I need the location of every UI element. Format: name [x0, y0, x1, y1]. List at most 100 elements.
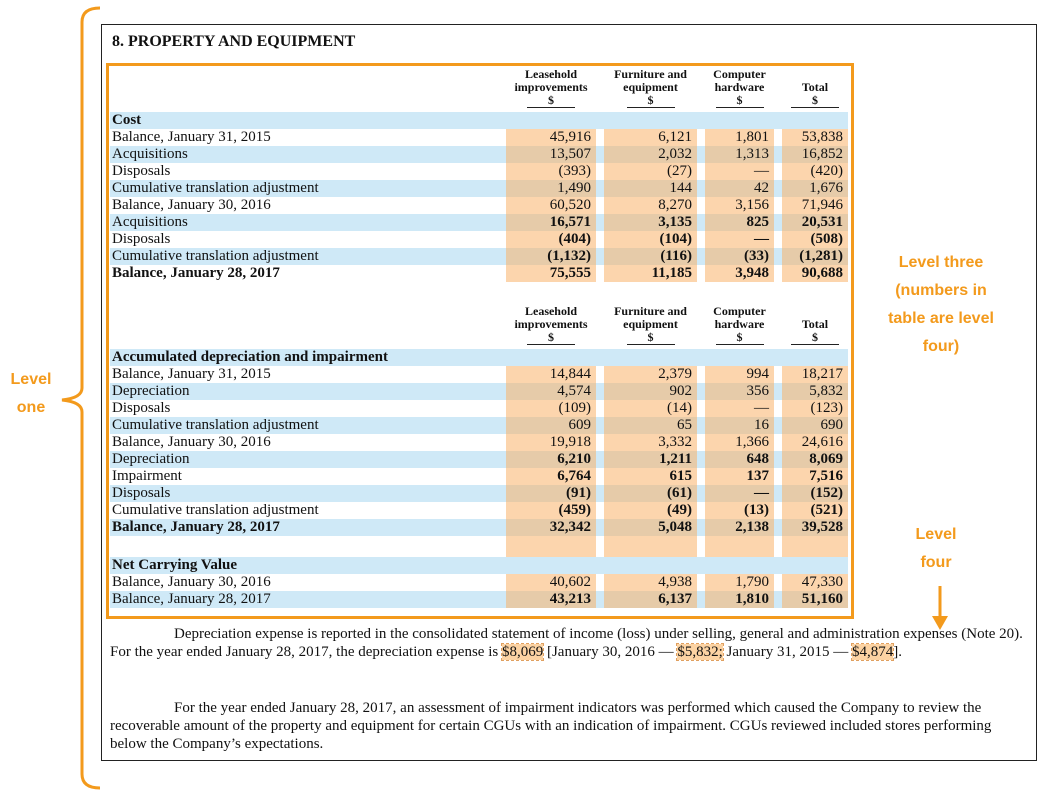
value: 8,270 — [658, 197, 692, 213]
value-cell — [782, 502, 848, 519]
value: 32,342 — [549, 519, 591, 535]
value-cell — [506, 574, 596, 591]
value: 5,832 — [809, 383, 843, 399]
value-cell — [506, 451, 596, 468]
value: 13,507 — [549, 146, 591, 162]
value: (508) — [810, 231, 844, 247]
value: 690 — [820, 417, 844, 433]
column-name: Furniture and equipment — [614, 304, 687, 331]
column-unit: $ — [527, 331, 575, 345]
value-cell — [705, 214, 774, 231]
value-cell — [604, 231, 697, 248]
value-cell — [705, 197, 774, 214]
value-cell — [782, 129, 848, 146]
value-cell — [782, 468, 848, 485]
value-cell — [782, 180, 848, 197]
section-title: 8. PROPERTY AND EQUIPMENT — [112, 33, 356, 50]
value-cell — [705, 519, 774, 536]
row-label: Balance, January 28, 2017 — [112, 519, 280, 535]
value-cell — [604, 248, 697, 265]
value-cell — [782, 519, 848, 536]
value-cell — [506, 231, 596, 248]
value: 994 — [746, 366, 770, 382]
value: 39,528 — [801, 519, 843, 535]
column-name: Leasehold improvements — [514, 304, 588, 331]
column-name: Computer hardware — [713, 304, 766, 331]
value-cell — [604, 434, 697, 451]
paragraph: Depreciation expense is reported in the … — [110, 625, 1030, 661]
value-cell — [782, 265, 848, 282]
value-cell — [604, 574, 697, 591]
column-unit: $ — [626, 94, 675, 108]
value: 18,217 — [801, 366, 843, 382]
value-cell — [604, 180, 697, 197]
value: (14) — [667, 400, 692, 416]
value: (104) — [659, 231, 693, 247]
value: 1,790 — [735, 574, 769, 590]
text: ]. — [893, 644, 902, 660]
column-header: Total $ — [778, 305, 852, 345]
highlighted-value: $8,069 — [500, 643, 545, 661]
value-cell — [506, 502, 596, 519]
column-name: Total — [801, 317, 829, 331]
row-label: Balance, January 28, 2017 — [112, 265, 280, 281]
value: 1,366 — [735, 434, 769, 450]
row-label: Cumulative translation adjustment — [112, 502, 319, 518]
value-cell — [506, 485, 596, 502]
value-cell — [705, 451, 774, 468]
column-tint — [705, 536, 774, 557]
value: 615 — [669, 468, 693, 484]
value-cell — [506, 248, 596, 265]
value: 8,069 — [809, 451, 843, 467]
row-label: Balance, January 28, 2017 — [112, 591, 271, 607]
row-label: Depreciation — [112, 451, 190, 467]
column-unit: $ — [626, 331, 675, 345]
value: 1,313 — [735, 146, 769, 162]
value-cell — [705, 248, 774, 265]
value-cell — [782, 400, 848, 417]
value: (116) — [660, 248, 692, 264]
level-one-label: Level one — [10, 371, 52, 416]
value-cell — [506, 265, 596, 282]
value: 2,379 — [658, 366, 692, 382]
value: 1,801 — [735, 129, 769, 145]
value: 609 — [568, 417, 592, 433]
row-label: Cumulative translation adjustment — [112, 248, 319, 264]
value: 40,602 — [549, 574, 591, 590]
value-cell — [506, 180, 596, 197]
value: 902 — [669, 383, 693, 399]
value: — — [754, 231, 769, 247]
text: Depreciation expense is reported in the … — [110, 626, 1023, 660]
value-cell — [506, 366, 596, 383]
value-cell — [604, 468, 697, 485]
value-cell — [506, 400, 596, 417]
row-label: Acquisitions — [112, 146, 188, 162]
value: (109) — [558, 400, 592, 416]
level-four-arrowhead — [932, 616, 948, 630]
value-cell — [705, 265, 774, 282]
row-label: Balance, January 30, 2016 — [112, 197, 271, 213]
value: (27) — [667, 163, 692, 179]
row-label: Balance, January 31, 2015 — [112, 129, 271, 145]
value-cell — [782, 591, 848, 608]
value-cell — [705, 591, 774, 608]
value: (49) — [667, 502, 692, 518]
value: 1,490 — [557, 180, 591, 196]
value-cell — [782, 366, 848, 383]
value: 20,531 — [801, 214, 843, 230]
value-cell — [604, 163, 697, 180]
level-one-bracket — [61, 6, 101, 790]
value-cell — [782, 214, 848, 231]
column-header: Computer hardware $ — [701, 305, 778, 345]
value: (33) — [744, 248, 769, 264]
column-header: Furniture and equipment $ — [600, 305, 701, 345]
highlighted-value: $5,832; — [676, 643, 724, 661]
value-cell — [705, 574, 774, 591]
value: (1,132) — [547, 248, 591, 264]
value-cell — [782, 197, 848, 214]
value: 648 — [746, 451, 770, 467]
value-cell — [705, 383, 774, 400]
column-tint — [782, 536, 848, 557]
